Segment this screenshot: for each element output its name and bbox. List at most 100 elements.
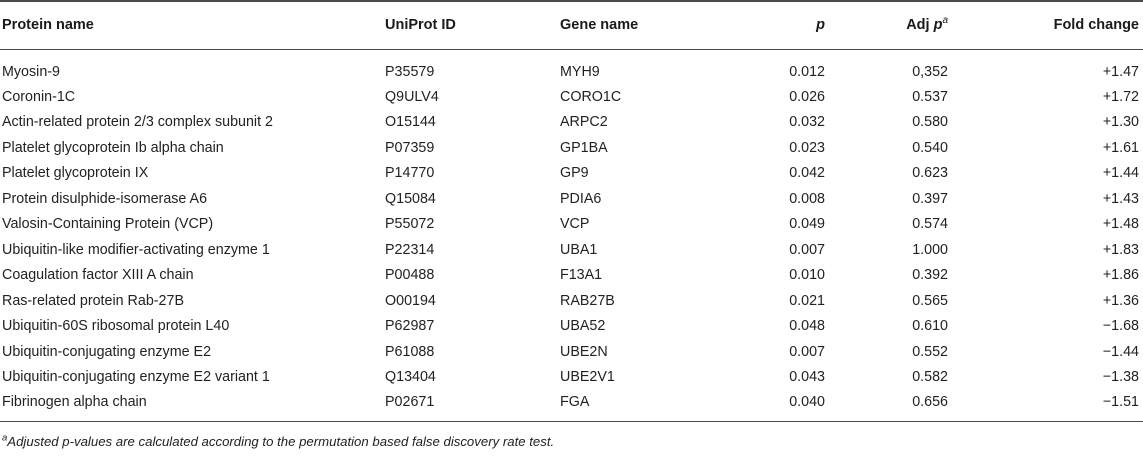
footnote-text: Adjusted p-values are calculated accordi… — [7, 433, 555, 449]
table-header: Protein name UniProt ID Gene name p Adj … — [0, 1, 1143, 49]
cell-gene-name: GP9 — [560, 165, 589, 182]
cell-p-value: 0.010 — [789, 267, 825, 284]
cell-adj-p-value: 0.540 — [912, 139, 948, 156]
cell-adj-p-value: 0.552 — [912, 343, 948, 360]
cell-uniprot-id: P62987 — [385, 318, 435, 335]
table-row: Platelet glycoprotein IX P14770 GP9 0.042 0.… — [0, 161, 1143, 187]
cell-adj-p-value: 0,352 — [912, 63, 948, 80]
cell-protein-name: Coronin-1C — [2, 88, 76, 105]
cell-protein-name: Ubiquitin-like modifier-activating enzym… — [2, 241, 270, 258]
cell-protein-name: Protein disulphide-isomerase A6 — [2, 190, 208, 207]
cell-fold-change: −1.68 — [1102, 318, 1139, 335]
header-p-label: p — [816, 17, 825, 34]
cell-gene-name: UBE2V1 — [560, 369, 615, 386]
cell-uniprot-id: P07359 — [385, 139, 435, 156]
table-row: Fibrinogen alpha chain P02671 FGA 0.040 0.65… — [0, 390, 1143, 421]
cell-uniprot-id: P00488 — [385, 267, 435, 284]
protein-table: Protein name UniProt ID Gene name p Adj … — [0, 1, 1143, 421]
cell-uniprot-id: Q9ULV4 — [385, 88, 439, 105]
cell-uniprot-id: O00194 — [385, 292, 436, 309]
cell-p-value: 0.021 — [789, 292, 825, 309]
header-fold-change: Fold change — [1053, 17, 1139, 34]
cell-protein-name: Coagulation factor XIII A chain — [2, 267, 194, 284]
cell-fold-change: +1.36 — [1102, 292, 1139, 309]
cell-adj-p-value: 0.656 — [912, 394, 948, 411]
cell-fold-change: −1.51 — [1102, 394, 1139, 411]
table-row: Valosin-Containing Protein (VCP) P55072 VC… — [0, 212, 1143, 238]
cell-gene-name: GP1BA — [560, 139, 608, 156]
cell-uniprot-id: Q13404 — [385, 369, 436, 386]
cell-protein-name: Platelet glycoprotein IX — [2, 165, 149, 182]
cell-adj-p-value: 0.392 — [912, 267, 948, 284]
cell-fold-change: +1.86 — [1102, 267, 1139, 284]
cell-adj-p-value: 0.610 — [912, 318, 948, 335]
cell-p-value: 0.042 — [789, 165, 825, 182]
cell-gene-name: UBA1 — [560, 241, 598, 258]
cell-fold-change: +1.48 — [1102, 216, 1139, 233]
cell-fold-change: −1.44 — [1102, 343, 1139, 360]
cell-gene-name: UBE2N — [560, 343, 608, 360]
cell-p-value: 0.040 — [789, 394, 825, 411]
cell-fold-change: +1.61 — [1102, 139, 1139, 156]
header-row: Protein name UniProt ID Gene name p Adj … — [0, 1, 1143, 49]
table-row: Platelet glycoprotein Ib alpha chain P073… — [0, 135, 1143, 161]
cell-p-value: 0.043 — [789, 369, 825, 386]
header-adj-footnote-mark: a — [942, 15, 948, 27]
cell-protein-name: Fibrinogen alpha chain — [2, 394, 147, 411]
header-adj-p-italic: p — [933, 17, 943, 34]
table-row: Ubiquitin-like modifier-activating enzym… — [0, 237, 1143, 263]
cell-p-value: 0.049 — [789, 216, 825, 233]
cell-p-value: 0.008 — [789, 190, 825, 207]
header-uniprot-id: UniProt ID — [385, 17, 456, 34]
cell-p-value: 0.032 — [789, 114, 825, 131]
cell-p-value: 0.026 — [789, 88, 825, 105]
cell-gene-name: PDIA6 — [560, 190, 602, 207]
cell-adj-p-value: 0.565 — [912, 292, 948, 309]
table-row: Ubiquitin-conjugating enzyme E2 P61088 UBE… — [0, 339, 1143, 365]
table-row: Ubiquitin-conjugating enzyme E2 variant … — [0, 365, 1143, 391]
cell-gene-name: VCP — [560, 216, 590, 233]
table-row: Ubiquitin-60S ribosomal protein L40 P6298… — [0, 314, 1143, 340]
cell-fold-change: +1.44 — [1102, 165, 1139, 182]
cell-protein-name: Ras-related protein Rab-27B — [2, 292, 184, 309]
cell-protein-name: Ubiquitin-60S ribosomal protein L40 — [2, 318, 230, 335]
cell-fold-change: +1.30 — [1102, 114, 1139, 131]
header-gene-name: Gene name — [560, 17, 639, 34]
cell-adj-p-value: 0.580 — [912, 114, 948, 131]
cell-p-value: 0.012 — [789, 63, 825, 80]
cell-p-value: 0.023 — [789, 139, 825, 156]
cell-uniprot-id: P22314 — [385, 241, 435, 258]
cell-uniprot-id: P14770 — [385, 165, 435, 182]
cell-p-value: 0.007 — [789, 343, 825, 360]
cell-adj-p-value: 0.574 — [912, 216, 948, 233]
cell-adj-p-value: 0.537 — [912, 88, 948, 105]
header-adj-p: Adj pa — [825, 1, 975, 49]
cell-protein-name: Ubiquitin-conjugating enzyme E2 variant … — [2, 369, 270, 386]
cell-fold-change: +1.83 — [1102, 241, 1139, 258]
cell-uniprot-id: Q15084 — [385, 190, 436, 207]
table-row: Coronin-1C Q9ULV4 CORO1C 0.026 0.537 +1.72 — [0, 84, 1143, 110]
cell-protein-name: Myosin-9 — [2, 63, 60, 80]
cell-adj-p-value: 0.623 — [912, 165, 948, 182]
footnote-mark: a — [2, 432, 8, 444]
cell-p-value: 0.048 — [789, 318, 825, 335]
header-adj-prefix: Adj — [906, 17, 930, 34]
cell-gene-name: FGA — [560, 394, 590, 411]
table-row: Myosin-9 P35579 MYH9 0.012 0,352 +1.47 — [0, 49, 1143, 84]
cell-uniprot-id: P02671 — [385, 394, 435, 411]
cell-adj-p-value: 0.397 — [912, 190, 948, 207]
cell-gene-name: ARPC2 — [560, 114, 608, 131]
table-row: Ras-related protein Rab-27B O00194 RAB27B 0… — [0, 288, 1143, 314]
cell-adj-p-value: 0.582 — [912, 369, 948, 386]
cell-gene-name: UBA52 — [560, 318, 606, 335]
table-body: Myosin-9 P35579 MYH9 0.012 0,352 +1.47 Coronin… — [0, 49, 1143, 421]
cell-fold-change: +1.47 — [1102, 63, 1139, 80]
cell-protein-name: Platelet glycoprotein Ib alpha chain — [2, 139, 224, 156]
cell-gene-name: RAB27B — [560, 292, 615, 309]
cell-uniprot-id: P61088 — [385, 343, 435, 360]
cell-protein-name: Actin-related protein 2/3 complex subuni… — [2, 114, 273, 131]
cell-fold-change: −1.38 — [1102, 369, 1139, 386]
cell-fold-change: +1.72 — [1102, 88, 1139, 105]
cell-adj-p-value: 1.000 — [912, 241, 948, 258]
